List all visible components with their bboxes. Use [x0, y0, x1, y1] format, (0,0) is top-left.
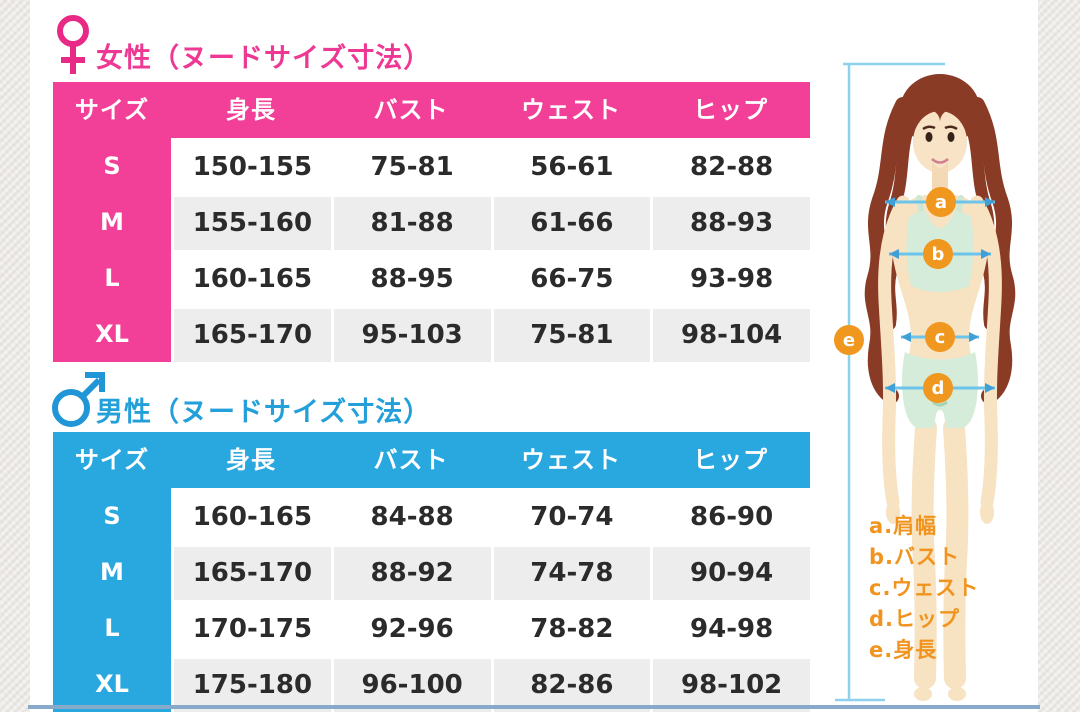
cell-hip: 98-104 — [653, 309, 810, 362]
male-table-body: 160-165 84-88 70-74 86-90 165-170 88-92 … — [174, 488, 810, 712]
cell-waist: 75-81 — [493, 309, 651, 362]
column-header-size: サイズ — [74, 96, 150, 124]
cell-waist: 70-74 — [493, 491, 651, 544]
cell-height: 160-165 — [174, 491, 331, 544]
bottom-divider — [28, 705, 1040, 709]
cell-height: 175-180 — [174, 659, 331, 712]
female-table-body: 150-155 75-81 56-61 82-88 155-160 81-88 … — [174, 138, 810, 362]
measurement-figure: a b c d e — [833, 50, 1080, 712]
cell-bust: 92-96 — [333, 603, 491, 656]
cell-bust: 88-92 — [333, 547, 491, 600]
cell-height: 170-175 — [174, 603, 331, 656]
male-symbol-icon — [52, 372, 105, 427]
size-label-xl: XL — [95, 320, 129, 348]
cell-waist: 61-66 — [493, 197, 651, 250]
background-texture-left — [0, 0, 30, 712]
body-measurement-illustration: a b c d e — [834, 62, 1016, 702]
height-measure-line — [835, 62, 945, 702]
cell-height: 165-170 — [174, 547, 331, 600]
cell-waist: 66-75 — [493, 253, 651, 306]
cell-waist: 78-82 — [493, 603, 651, 656]
female-symbol-icon — [57, 15, 89, 74]
size-label-l: L — [104, 264, 120, 292]
badge-b: b — [932, 244, 945, 265]
cell-hip: 98-102 — [653, 659, 810, 712]
measure-badges: a b c d e — [834, 187, 956, 403]
cell-hip: 94-98 — [653, 603, 810, 656]
cell-bust: 96-100 — [333, 659, 491, 712]
cell-bust: 84-88 — [333, 491, 491, 544]
female-size-column: S M L XL — [53, 138, 171, 362]
cell-height: 165-170 — [174, 309, 331, 362]
cell-waist: 74-78 — [493, 547, 651, 600]
female-size-table: サイズ 身長 バスト ウェスト ヒップ S M L XL 150-155 75-… — [53, 82, 810, 362]
cell-height: 150-155 — [174, 141, 331, 194]
size-label-s: S — [103, 502, 121, 530]
female-section-title: 女性（ヌードサイズ寸法） — [96, 43, 432, 74]
column-header-hip: ヒップ — [693, 446, 768, 474]
cell-hip: 86-90 — [653, 491, 810, 544]
badge-d: d — [932, 378, 945, 399]
legend-hip: d.ヒップ — [869, 607, 961, 631]
male-section-title: 男性（ヌードサイズ寸法） — [96, 397, 432, 428]
column-header-waist: ウェスト — [521, 96, 621, 124]
column-header-size: サイズ — [74, 446, 150, 474]
column-header-height: 身長 — [226, 446, 276, 474]
cell-hip: 90-94 — [653, 547, 810, 600]
cell-bust: 75-81 — [333, 141, 491, 194]
cell-waist: 56-61 — [493, 141, 651, 194]
cell-height: 160-165 — [174, 253, 331, 306]
cell-height: 155-160 — [174, 197, 331, 250]
cell-waist: 82-86 — [493, 659, 651, 712]
legend-height: e.身長 — [869, 638, 938, 662]
legend-waist: c.ウェスト — [869, 576, 980, 600]
size-label-l: L — [104, 614, 120, 642]
cell-hip: 88-93 — [653, 197, 810, 250]
male-size-table: サイズ 身長 バスト ウェスト ヒップ S M L XL 160-165 84-… — [53, 432, 810, 712]
badge-c: c — [935, 327, 946, 348]
column-header-bust: バスト — [373, 446, 449, 474]
size-label-m: M — [100, 558, 124, 586]
legend-bust: b.バスト — [869, 545, 961, 569]
column-header-waist: ウェスト — [521, 446, 621, 474]
cell-bust: 88-95 — [333, 253, 491, 306]
male-size-column: S M L XL — [53, 488, 171, 712]
column-header-bust: バスト — [373, 96, 449, 124]
size-label-xl: XL — [95, 670, 129, 698]
legend-shoulder: a.肩幅 — [869, 514, 938, 538]
measurement-legend: a.肩幅 b.バスト c.ウェスト d.ヒップ e.身長 — [869, 511, 979, 666]
cell-hip: 93-98 — [653, 253, 810, 306]
size-label-m: M — [100, 208, 124, 236]
size-label-s: S — [103, 152, 121, 180]
male-table-header: サイズ 身長 バスト ウェスト ヒップ — [53, 432, 810, 488]
female-table-header: サイズ 身長 バスト ウェスト ヒップ — [53, 82, 810, 138]
cell-hip: 82-88 — [653, 141, 810, 194]
column-header-height: 身長 — [226, 96, 276, 124]
face — [912, 94, 968, 173]
background-texture-right — [1038, 0, 1080, 712]
cell-bust: 81-88 — [333, 197, 491, 250]
badge-a: a — [935, 192, 947, 213]
cell-bust: 95-103 — [333, 309, 491, 362]
column-header-hip: ヒップ — [693, 96, 768, 124]
badge-e: e — [843, 330, 855, 351]
measure-arrows — [885, 197, 995, 393]
